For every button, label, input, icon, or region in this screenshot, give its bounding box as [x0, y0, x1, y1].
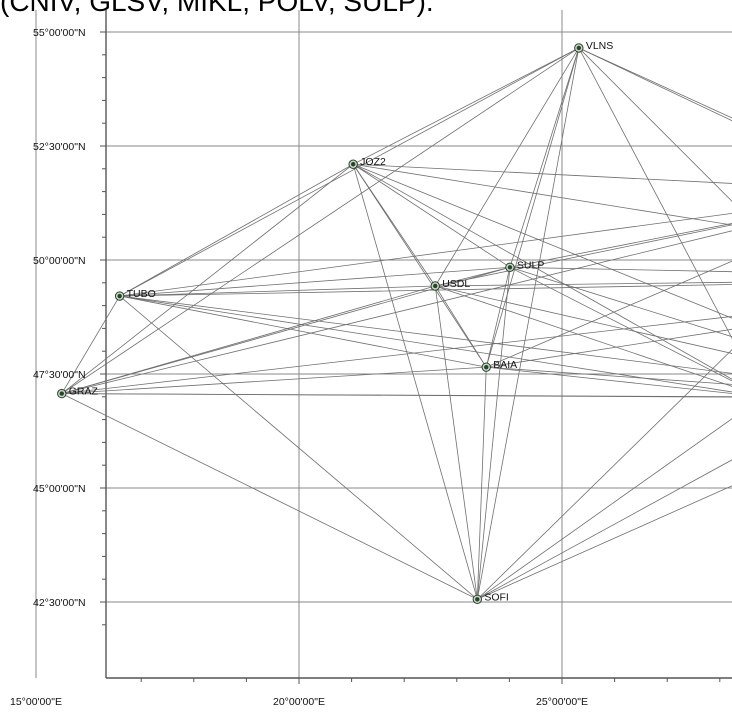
- baseline-baia-sofi: [476, 367, 487, 600]
- baseline-cniv-sulp: [509, 223, 732, 268]
- latitude-labels: 55°00'00"N 52°30'00"N 50°00'00"N 47°30'00"N…: [33, 27, 86, 609]
- longitude-labels: 15°00'00"E20°00'00"E25°00'00"E30°00'00"E…: [10, 696, 588, 708]
- latitude-label: 47°30'00"N: [33, 369, 86, 381]
- baseline-graz-sofi: [61, 393, 478, 600]
- station-tubo[interactable]: TUBO: [114, 288, 156, 301]
- baseline-links: [61, 47, 732, 600]
- baseline-joz2-polv: [353, 163, 732, 226]
- baseline-tubo-sofi: [119, 295, 478, 600]
- station-marker-core: [484, 364, 489, 370]
- baseline-joz2-tubo: [119, 163, 354, 297]
- latitude-label: 45°00'00"N: [33, 483, 86, 495]
- baseline-vlns-igeo: [578, 47, 732, 340]
- longitude-label: 25°00'00"E: [536, 696, 588, 708]
- station-marker-core: [433, 283, 438, 289]
- baseline-vlns-joz2: [352, 47, 580, 165]
- station-label: GRAZ: [69, 386, 99, 398]
- baseline-cniv-usdl: [435, 224, 732, 287]
- baseline-baia-graz: [61, 366, 487, 395]
- station-label: TUBO: [127, 288, 156, 300]
- baseline-cniv-sofi: [477, 349, 732, 600]
- station-graz[interactable]: GRAZ: [57, 386, 99, 399]
- latitude-label: 50°00'00"N: [33, 255, 86, 267]
- baseline-polv-baia: [486, 328, 732, 368]
- longitude-label: 20°00'00"E: [273, 696, 325, 708]
- station-marker-core: [117, 293, 122, 299]
- baseline-vlns-baia: [485, 47, 580, 368]
- station-marker-core: [59, 391, 64, 396]
- baseline-cniv-graz: [61, 230, 732, 394]
- latitude-label: 55°00'00"N: [33, 27, 86, 39]
- baseline-joz2-igeo: [352, 163, 732, 380]
- baseline-vlns-polv: [578, 47, 732, 122]
- baseline-cniv-baia: [486, 260, 732, 368]
- station-label: SOFI: [484, 591, 509, 603]
- latitude-label: 52°30'00"N: [33, 141, 86, 153]
- baseline-usdl-igeo: [435, 285, 732, 387]
- baseline-tubo-igeo: [119, 295, 732, 393]
- baseline-usdl-tubo: [119, 285, 436, 297]
- station-marker-core: [507, 265, 513, 270]
- baseline-usdl-sofi: [434, 285, 478, 600]
- map-axes: [100, 10, 732, 684]
- stations-layer: VLNSJOZ2CNIVSULPUSDLTUBOPOLVBAIAIGEOMIKL…: [57, 40, 614, 604]
- baseline-usdl-mikl: [435, 285, 732, 354]
- station-joz2[interactable]: JOZ2: [348, 156, 386, 169]
- baseline-joz2-cniv: [353, 163, 732, 184]
- baseline-usdl-graz: [61, 285, 436, 394]
- station-marker-core: [350, 162, 356, 167]
- station-label: SULP: [517, 259, 544, 271]
- baseline-sulp-baia: [485, 267, 511, 368]
- baseline-polv-tubo: [119, 284, 732, 297]
- station-label: VLNS: [586, 40, 613, 52]
- baseline-baia-igeo: [486, 366, 732, 394]
- baseline-baia-mikl: [486, 366, 732, 385]
- baseline-vlns-graz: [61, 47, 580, 394]
- station-marker-core: [576, 45, 582, 51]
- baseline-joz2-sofi: [352, 164, 478, 600]
- baseline-polv-sofi: [477, 459, 732, 600]
- baseline-vlns-sulp: [509, 47, 580, 268]
- baseline-sulp-sofi: [476, 267, 511, 600]
- baseline-tubo-baia: [119, 295, 487, 368]
- station-label: BAIA: [493, 359, 517, 371]
- baseline-joz2-sulp: [352, 163, 511, 268]
- baseline-tubo-graz: [61, 295, 120, 394]
- graticule: [35, 10, 732, 678]
- station-label: JOZ2: [360, 156, 386, 168]
- figure-caption: (CNIV, GLSV, MIKL, POLV, SULP).: [0, 0, 434, 17]
- baseline-joz2-graz: [61, 163, 354, 394]
- baseline-polv-graz: [61, 316, 732, 395]
- baseline-polv-sulp: [509, 266, 732, 273]
- latitude-label: 42°30'00"N: [33, 597, 86, 609]
- baseline-sulp-mikl: [509, 266, 732, 338]
- baseline-vlns-sofi: [476, 47, 580, 600]
- baseline-cniv-tubo: [119, 212, 732, 297]
- baseline-mikl-graz: [61, 393, 732, 398]
- baseline-igeo-sofi: [477, 418, 732, 600]
- station-sulp[interactable]: SULP: [505, 259, 545, 272]
- baseline-polv-usdl: [435, 281, 732, 287]
- baseline-vlns-usdl: [434, 47, 580, 287]
- baseline-mikl-sofi: [477, 485, 732, 600]
- longitude-label: 15°00'00"E: [10, 696, 62, 708]
- station-sofi[interactable]: SOFI: [472, 591, 509, 604]
- station-marker-core: [475, 597, 480, 602]
- baseline-tubo-mikl: [119, 295, 732, 374]
- baseline-usdl-baia: [434, 285, 487, 368]
- baseline-sulp-tubo: [119, 266, 510, 297]
- baseline-joz2-baia: [352, 164, 487, 368]
- station-usdl[interactable]: USDL: [430, 278, 470, 291]
- station-baia[interactable]: BAIA: [481, 359, 517, 372]
- baseline-vlns-mikl: [578, 47, 732, 202]
- baseline-vlns-cniv: [578, 47, 732, 119]
- station-vlns[interactable]: VLNS: [574, 40, 614, 53]
- station-label: USDL: [442, 278, 470, 290]
- baseline-vlns-tubo: [119, 47, 580, 297]
- baseline-joz2-mikl: [353, 163, 732, 319]
